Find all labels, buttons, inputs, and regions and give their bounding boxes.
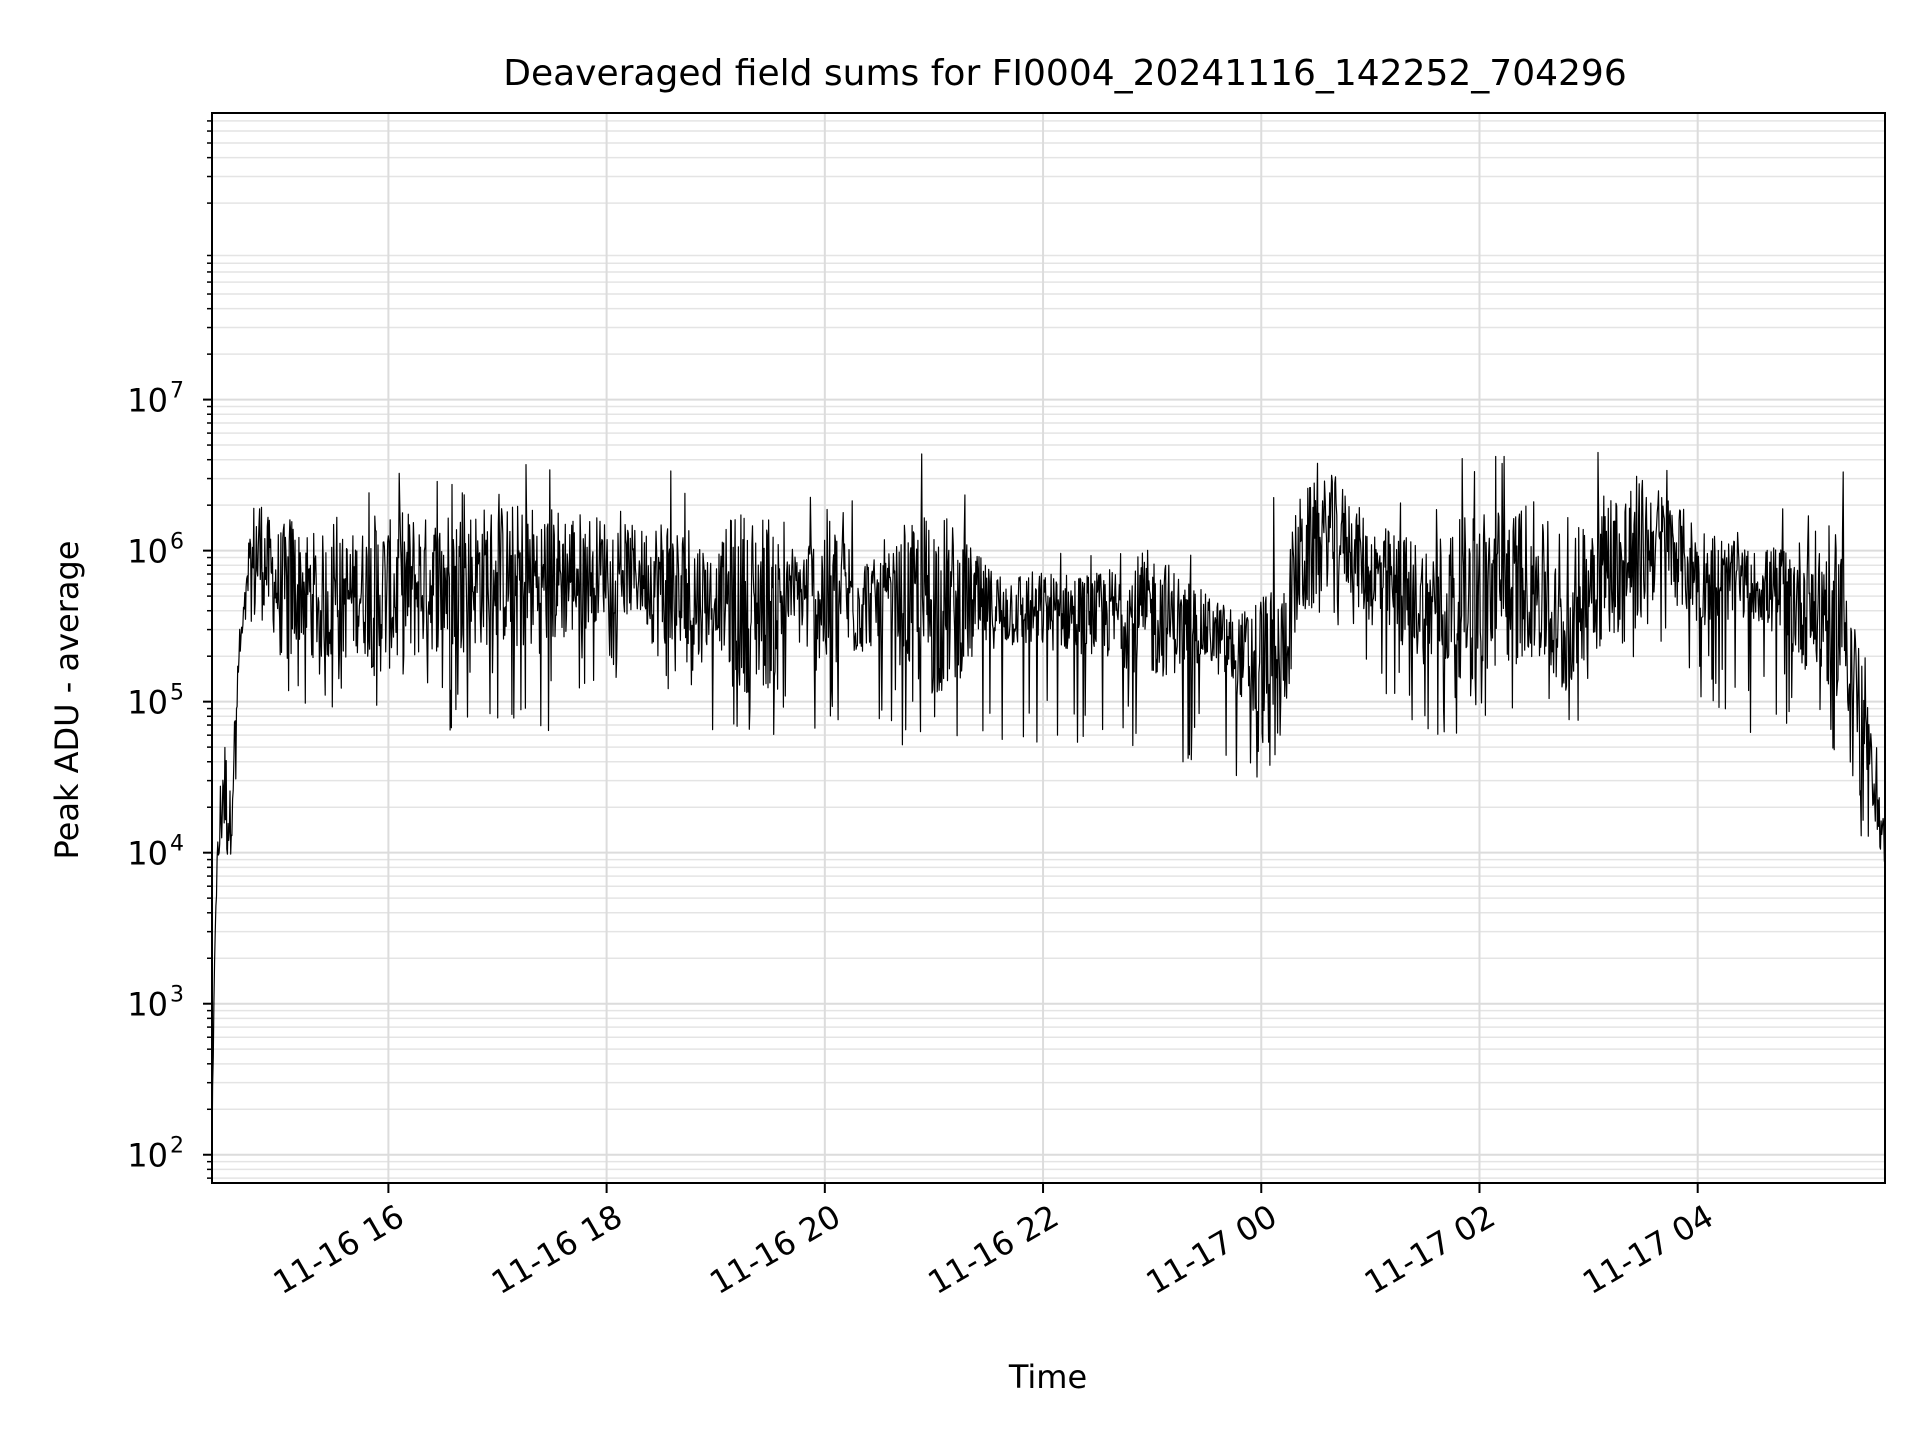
series-layer	[211, 451, 1886, 1165]
y-axis-label: Peak ADU - average	[48, 541, 86, 860]
y-tick-exponent: 5	[170, 681, 184, 706]
axes-frame	[211, 112, 1886, 1184]
y-tick-exponent: 4	[170, 832, 184, 857]
y-tick-exponent: 2	[170, 1134, 184, 1159]
y-tick-exponent: 3	[170, 983, 184, 1008]
chart-title: Deaveraged field sums for FI0004_2024111…	[503, 53, 1626, 94]
series-line	[211, 451, 1886, 1165]
y-tick-label: 10	[127, 986, 168, 1024]
x-axis-label: Time	[1008, 1358, 1087, 1396]
y-tick-label: 10	[127, 1137, 168, 1175]
y-tick-exponent: 7	[170, 379, 184, 404]
y-tick-exponent: 6	[170, 530, 184, 555]
y-tick-label: 10	[127, 533, 168, 571]
y-tick-label: 10	[127, 835, 168, 873]
grid	[212, 113, 1885, 1183]
y-tick-label: 10	[127, 684, 168, 722]
y-tick-label: 10	[127, 382, 168, 420]
